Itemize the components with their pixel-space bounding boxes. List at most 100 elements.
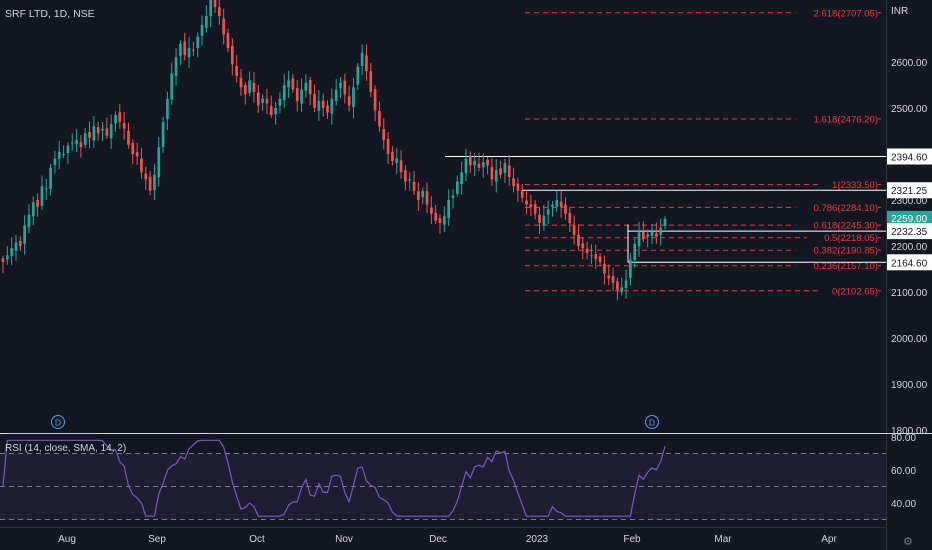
price-axis[interactable]: 2600.002500.002400.002300.002200.002100.…: [891, 58, 928, 437]
candle-body[interactable]: [399, 160, 403, 173]
candle-body[interactable]: [460, 172, 463, 185]
candle-body[interactable]: [23, 225, 26, 244]
candle-body[interactable]: [347, 96, 351, 106]
candle-body[interactable]: [101, 128, 104, 131]
candle-body[interactable]: [209, 0, 213, 17]
candle-body[interactable]: [222, 18, 226, 35]
candle-body[interactable]: [217, 7, 221, 16]
candle-body[interactable]: [412, 181, 416, 191]
candle-body[interactable]: [633, 243, 637, 260]
candle-body[interactable]: [131, 142, 135, 154]
candle-body[interactable]: [382, 128, 386, 141]
candle-body[interactable]: [140, 158, 143, 173]
candle-body[interactable]: [520, 190, 524, 198]
candle-body[interactable]: [581, 243, 585, 249]
candle-body[interactable]: [624, 280, 628, 289]
candle-body[interactable]: [166, 98, 169, 120]
candle-body[interactable]: [421, 190, 425, 198]
candle-body[interactable]: [243, 85, 247, 95]
candle-body[interactable]: [1, 258, 5, 263]
candle-body[interactable]: [646, 234, 650, 237]
candle-body[interactable]: [62, 154, 65, 155]
candle-body[interactable]: [425, 191, 429, 205]
candle-body[interactable]: [269, 106, 273, 115]
candle-body[interactable]: [451, 195, 455, 198]
candle-body[interactable]: [603, 263, 606, 274]
candle-body[interactable]: [386, 138, 390, 154]
candle-body[interactable]: [200, 25, 204, 36]
candle-body[interactable]: [330, 98, 334, 114]
candle-body[interactable]: [507, 165, 511, 177]
candle-body[interactable]: [378, 110, 381, 127]
candle-body[interactable]: [352, 87, 355, 108]
candle-body[interactable]: [326, 105, 329, 113]
candle-body[interactable]: [369, 71, 373, 92]
candlestick-series[interactable]: [1, 0, 667, 301]
candle-body[interactable]: [148, 176, 152, 191]
candle-body[interactable]: [533, 204, 537, 214]
candle-body[interactable]: [183, 41, 187, 56]
candle-body[interactable]: [503, 163, 507, 173]
candle-body[interactable]: [585, 248, 589, 253]
candle-body[interactable]: [235, 66, 238, 76]
candle-body[interactable]: [226, 33, 230, 49]
candle-body[interactable]: [321, 100, 325, 108]
candle-body[interactable]: [295, 87, 299, 102]
candle-body[interactable]: [248, 80, 251, 93]
time-axis[interactable]: Aug Sep Oct Nov Dec 2023 Feb Mar Apr: [58, 534, 837, 545]
candle-body[interactable]: [105, 128, 109, 136]
candle-body[interactable]: [192, 49, 195, 51]
rsi-line[interactable]: [2, 439, 666, 517]
candle-body[interactable]: [356, 66, 360, 85]
candle-body[interactable]: [430, 207, 433, 214]
candle-body[interactable]: [157, 147, 161, 178]
candle-body[interactable]: [127, 130, 130, 145]
candle-body[interactable]: [616, 281, 619, 290]
candle-body[interactable]: [205, 16, 208, 28]
candle-body[interactable]: [187, 48, 191, 58]
candle-body[interactable]: [455, 181, 459, 194]
candle-body[interactable]: [66, 145, 70, 154]
candle-body[interactable]: [287, 80, 290, 88]
candle-body[interactable]: [79, 142, 83, 148]
candle-body[interactable]: [317, 101, 321, 111]
candle-body[interactable]: [114, 114, 117, 124]
candle-body[interactable]: [274, 108, 277, 115]
candle-body[interactable]: [442, 216, 446, 225]
candle-body[interactable]: [44, 188, 48, 190]
candle-body[interactable]: [464, 158, 468, 174]
candle-body[interactable]: [434, 212, 438, 221]
candle-body[interactable]: [70, 142, 74, 144]
candle-body[interactable]: [360, 52, 364, 66]
candle-body[interactable]: [607, 275, 611, 279]
candle-body[interactable]: [404, 170, 407, 182]
candle-body[interactable]: [598, 256, 602, 263]
candle-body[interactable]: [144, 173, 148, 180]
candle-body[interactable]: [577, 234, 580, 246]
candle-body[interactable]: [373, 89, 377, 111]
candle-body[interactable]: [512, 178, 515, 187]
candle-body[interactable]: [109, 124, 113, 139]
candle-body[interactable]: [265, 98, 269, 104]
candle-body[interactable]: [96, 127, 100, 134]
candle-body[interactable]: [36, 199, 39, 207]
candle-body[interactable]: [659, 227, 663, 235]
candle-body[interactable]: [572, 225, 576, 235]
candle-body[interactable]: [278, 98, 282, 106]
candle-body[interactable]: [486, 159, 489, 166]
candle-body[interactable]: [594, 254, 598, 259]
candle-body[interactable]: [300, 89, 303, 104]
candle-body[interactable]: [256, 92, 260, 106]
axis-settings-icon[interactable]: ⚙: [903, 536, 913, 548]
candle-body[interactable]: [438, 218, 442, 223]
candle-body[interactable]: [611, 275, 615, 283]
candle-body[interactable]: [308, 80, 312, 95]
candle-body[interactable]: [53, 158, 57, 166]
candle-body[interactable]: [118, 112, 122, 122]
candle-body[interactable]: [629, 259, 632, 278]
candle-body[interactable]: [663, 218, 667, 226]
candle-body[interactable]: [313, 93, 316, 108]
candle-body[interactable]: [174, 57, 178, 76]
rsi-pane[interactable]: 80.00 60.00 40.00: [0, 433, 916, 520]
